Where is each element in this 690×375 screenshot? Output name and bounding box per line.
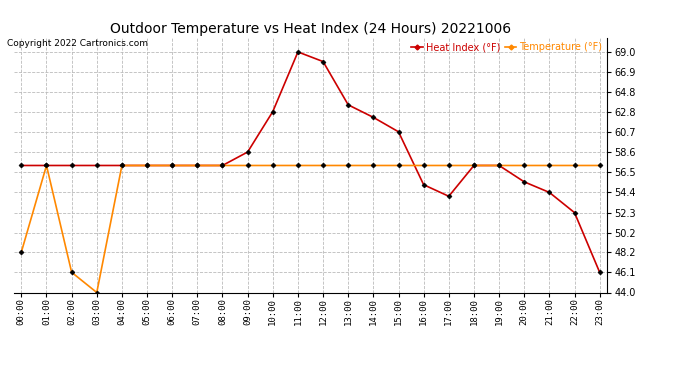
Text: Copyright 2022 Cartronics.com: Copyright 2022 Cartronics.com	[7, 39, 148, 48]
Title: Outdoor Temperature vs Heat Index (24 Hours) 20221006: Outdoor Temperature vs Heat Index (24 Ho…	[110, 22, 511, 36]
Legend: Heat Index (°F), Temperature (°F): Heat Index (°F), Temperature (°F)	[411, 42, 602, 52]
